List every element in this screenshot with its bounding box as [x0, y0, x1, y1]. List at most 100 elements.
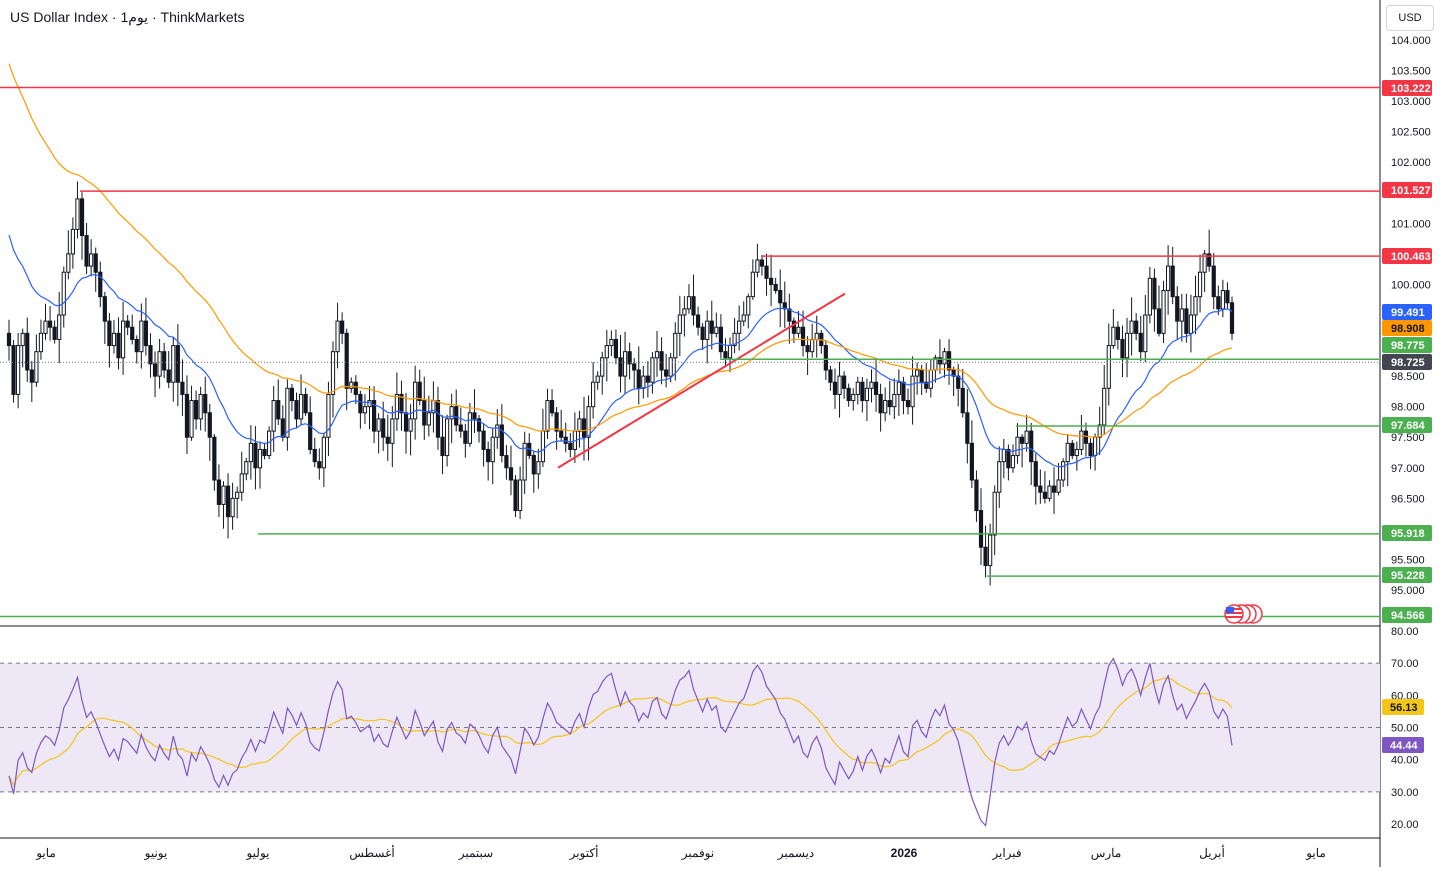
candle-up — [746, 296, 751, 316]
candle-up — [335, 320, 340, 353]
candle-up — [1074, 448, 1079, 457]
candle-down — [180, 381, 185, 395]
candle-up — [1010, 455, 1016, 469]
price-label-text: 98.908 — [1391, 323, 1425, 335]
candle-down — [1019, 436, 1025, 444]
candle-down — [47, 320, 53, 328]
time-axis-label: أكتوبر — [569, 845, 599, 860]
rsi-tick-label: 70.00 — [1391, 658, 1419, 670]
price-label-box — [1382, 248, 1432, 264]
candle-down — [1120, 338, 1125, 359]
rsi-tick-label: 40.00 — [1391, 755, 1419, 767]
candle-down — [499, 424, 504, 457]
time-axis-label: 2026 — [891, 846, 918, 860]
candle-up — [426, 412, 431, 426]
candle-up — [444, 418, 450, 457]
candle-down — [645, 375, 650, 383]
candle-down — [723, 351, 728, 359]
candle-down — [207, 412, 212, 438]
candle-up — [673, 332, 678, 359]
candle-up — [586, 406, 591, 438]
candle-up — [495, 424, 500, 438]
price-label-text: 95.228 — [1391, 570, 1425, 582]
candle-down — [659, 351, 664, 371]
candle-down — [773, 283, 778, 292]
candle-down — [513, 479, 518, 512]
candle-down — [919, 369, 924, 383]
candle-down — [924, 381, 929, 389]
candle-up — [668, 357, 673, 377]
candle-down — [636, 369, 641, 389]
us-flag-icon[interactable] — [1222, 603, 1264, 625]
candle-up — [298, 393, 304, 420]
price-label-box — [1382, 354, 1432, 370]
candle-down — [1207, 253, 1212, 267]
candle-up — [449, 406, 454, 420]
candle-down — [531, 455, 536, 475]
candle-up — [595, 375, 600, 383]
candle-down — [344, 332, 349, 389]
candle-down — [718, 326, 723, 353]
candle-up — [267, 430, 272, 457]
candle-up — [390, 418, 395, 444]
currency-button[interactable]: USD — [1386, 5, 1434, 31]
candle-down — [399, 393, 404, 414]
candle-up — [330, 351, 336, 395]
candle-down — [472, 412, 477, 420]
candle-down — [805, 345, 810, 353]
candle-down — [1156, 308, 1162, 334]
candle-down — [130, 326, 135, 340]
candle-up — [928, 369, 933, 389]
candle-down — [946, 351, 952, 371]
candle-down — [800, 326, 806, 347]
rsi-tick-label: 50.00 — [1391, 723, 1419, 735]
candle-up — [600, 357, 605, 377]
candle-down — [832, 381, 838, 395]
candle-down — [184, 393, 190, 438]
candle-up — [38, 332, 44, 353]
candle-down — [768, 277, 774, 285]
rsi-line — [8, 657, 1233, 827]
price-label-text: 98.725 — [1391, 357, 1425, 369]
candle-up — [111, 332, 117, 347]
candle-down — [1038, 485, 1043, 493]
price-label-text: 95.918 — [1391, 528, 1425, 540]
candle-up — [892, 393, 897, 408]
candle-up — [157, 351, 162, 377]
candle-up — [490, 436, 495, 463]
candle-down — [563, 436, 568, 444]
candle-down — [289, 387, 295, 402]
time-axis-label: أغسطس — [349, 845, 394, 860]
candle-down — [664, 369, 669, 377]
candle-up — [741, 314, 746, 322]
candle-down — [276, 400, 281, 420]
candle-down — [203, 393, 208, 414]
candle-down — [107, 320, 112, 347]
candle-down — [1134, 320, 1139, 334]
candle-down — [937, 357, 943, 365]
candle-up — [16, 345, 21, 395]
candle-down — [1229, 302, 1235, 334]
time-axis-label: نوفمبر — [681, 846, 714, 860]
price-label-text: 94.566 — [1391, 610, 1425, 622]
candle-up — [1220, 290, 1225, 310]
candle-up — [57, 314, 62, 340]
candle-down — [29, 369, 34, 383]
candle-up — [1024, 430, 1029, 444]
ema-slow-line — [8, 63, 1233, 438]
candle-up — [285, 387, 290, 438]
candle-up — [855, 381, 860, 395]
candle-up — [814, 332, 819, 340]
candle-down — [1225, 290, 1230, 304]
candle-down — [422, 400, 427, 426]
price-tick-label: 101.000 — [1391, 218, 1431, 230]
price-tick-label: 104.000 — [1391, 35, 1431, 47]
candle-down — [216, 479, 222, 505]
candle-down — [1070, 442, 1075, 457]
price-tick-label: 100.000 — [1391, 279, 1431, 291]
candle-down — [504, 455, 509, 469]
price-label-text: 97.684 — [1391, 420, 1426, 432]
candle-down — [978, 510, 984, 548]
candle-up — [869, 381, 874, 389]
